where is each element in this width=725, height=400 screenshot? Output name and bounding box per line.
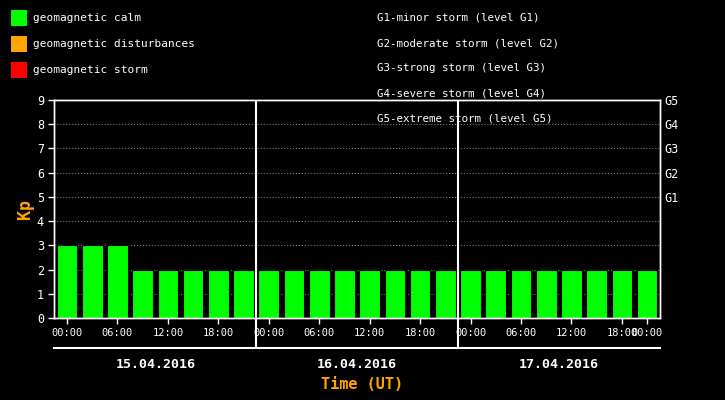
- Bar: [612, 270, 632, 318]
- Bar: [309, 270, 330, 318]
- Text: geomagnetic storm: geomagnetic storm: [33, 65, 147, 75]
- Bar: [486, 270, 506, 318]
- Text: G3-strong storm (level G3): G3-strong storm (level G3): [377, 64, 546, 74]
- Bar: [233, 270, 254, 318]
- Bar: [510, 270, 531, 318]
- Bar: [283, 270, 304, 318]
- Bar: [587, 270, 607, 318]
- Text: geomagnetic calm: geomagnetic calm: [33, 13, 141, 23]
- Text: geomagnetic disturbances: geomagnetic disturbances: [33, 39, 194, 49]
- Bar: [410, 270, 431, 318]
- Text: 15.04.2016: 15.04.2016: [115, 358, 195, 371]
- Text: G5-extreme storm (level G5): G5-extreme storm (level G5): [377, 114, 552, 124]
- Text: G4-severe storm (level G4): G4-severe storm (level G4): [377, 89, 546, 99]
- Bar: [334, 270, 355, 318]
- Bar: [258, 270, 279, 318]
- Text: G1-minor storm (level G1): G1-minor storm (level G1): [377, 13, 539, 23]
- Text: 16.04.2016: 16.04.2016: [317, 358, 397, 371]
- Bar: [107, 245, 128, 318]
- Y-axis label: Kp: Kp: [16, 199, 34, 219]
- Bar: [133, 270, 153, 318]
- Bar: [435, 270, 456, 318]
- Text: 17.04.2016: 17.04.2016: [519, 358, 599, 371]
- Bar: [536, 270, 557, 318]
- Bar: [183, 270, 204, 318]
- Bar: [208, 270, 228, 318]
- Text: Time (UT): Time (UT): [321, 377, 404, 392]
- Bar: [561, 270, 581, 318]
- Bar: [460, 270, 481, 318]
- Text: G2-moderate storm (level G2): G2-moderate storm (level G2): [377, 38, 559, 48]
- Bar: [57, 245, 78, 318]
- Bar: [360, 270, 380, 318]
- Bar: [637, 270, 658, 318]
- Bar: [384, 270, 405, 318]
- Bar: [82, 245, 102, 318]
- Bar: [157, 270, 178, 318]
